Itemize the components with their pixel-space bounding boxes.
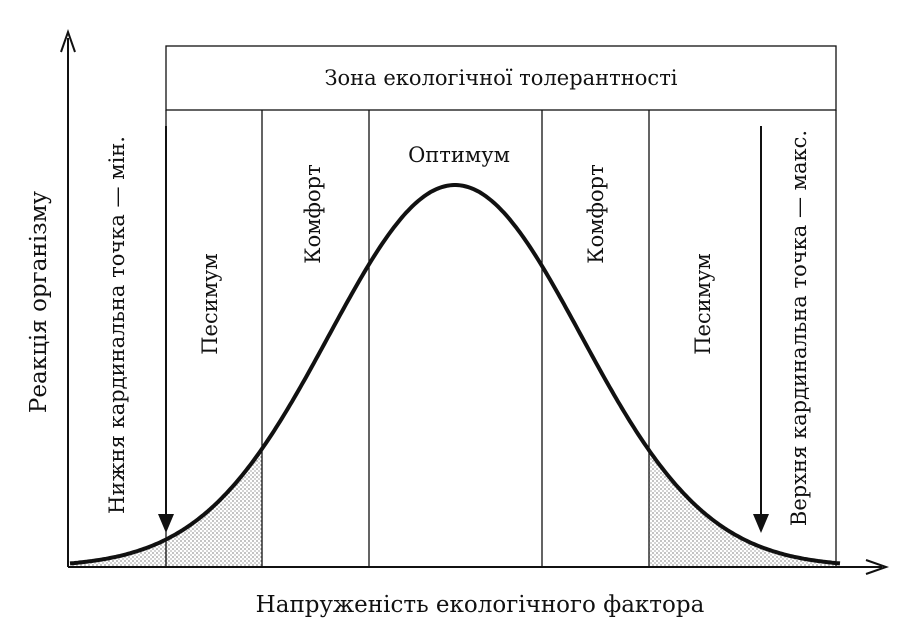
x-axis-label: Напруженість екологічного фактора: [256, 592, 705, 618]
lower-cardinal-point-label: Нижня кардинальна точка — мін.: [105, 136, 129, 514]
pessimum-right-label: Песимум: [691, 253, 715, 355]
pessimum-left-shade: [70, 448, 262, 567]
comfort-left-label: Комфорт: [301, 164, 325, 263]
comfort-right-label: Комфорт: [584, 164, 608, 263]
x-axis-arrowhead: [865, 559, 890, 575]
y-axis-arrowhead: [60, 28, 76, 53]
optimum-label: Оптимум: [408, 143, 510, 167]
tolerance-zone-title: Зона екологічної толерантності: [324, 66, 677, 90]
y-axis-label: Реакція організму: [26, 190, 52, 413]
max-arrow-head: [753, 514, 769, 533]
tolerance-zone-box: [165, 45, 837, 111]
response-curve: [69, 183, 841, 566]
min-arrow-head: [158, 514, 174, 533]
upper-cardinal-point-label: Верхня кардинальна точка — макс.: [787, 130, 811, 526]
pessimum-right-shade: [649, 450, 836, 567]
pessimum-left-label: Песимум: [198, 253, 222, 355]
